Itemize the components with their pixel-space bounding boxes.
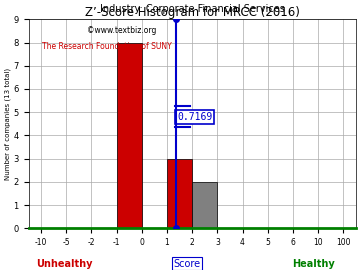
Bar [117,43,142,228]
Text: The Research Foundation of SUNY: The Research Foundation of SUNY [42,42,171,51]
Text: ©www.textbiz.org: ©www.textbiz.org [87,26,157,35]
Text: 0.7169: 0.7169 [177,112,212,122]
Text: Unhealthy: Unhealthy [37,259,93,269]
Bar [167,158,192,228]
Title: Z’-Score Histogram for MRCC (2016): Z’-Score Histogram for MRCC (2016) [85,6,300,19]
Text: Healthy: Healthy [292,259,334,269]
Bar [192,182,217,228]
Text: Industry: Corporate Financial Services: Industry: Corporate Financial Services [100,4,285,14]
Y-axis label: Number of companies (13 total): Number of companies (13 total) [4,68,11,180]
Text: Score: Score [174,259,201,269]
